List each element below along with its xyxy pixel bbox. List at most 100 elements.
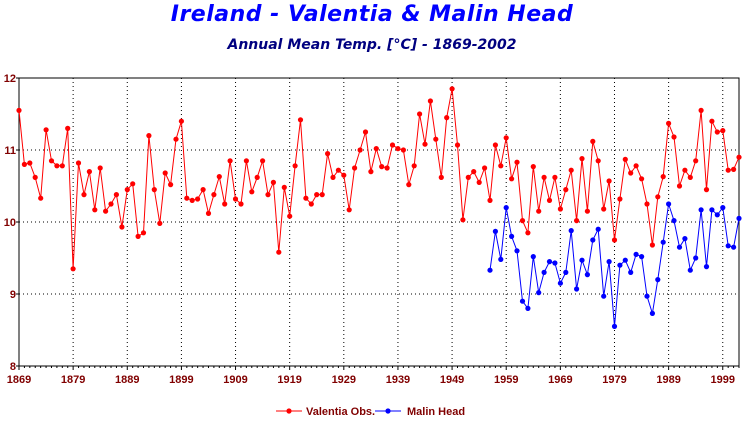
x-tick-label: 1999 bbox=[711, 374, 735, 386]
x-tick-label: 1979 bbox=[602, 374, 626, 386]
data-point-malin-head bbox=[563, 269, 569, 275]
data-point-valentia-obs bbox=[449, 86, 455, 92]
data-point-valentia-obs bbox=[422, 141, 428, 147]
data-point-valentia-obs bbox=[59, 163, 65, 169]
data-point-valentia-obs bbox=[492, 142, 498, 148]
data-point-valentia-obs bbox=[265, 192, 271, 198]
data-point-malin-head bbox=[584, 272, 591, 278]
data-point-valentia-obs bbox=[314, 192, 320, 198]
data-point-malin-head bbox=[693, 255, 699, 261]
data-point-valentia-obs bbox=[590, 138, 596, 144]
data-point-valentia-obs bbox=[130, 181, 136, 187]
data-point-malin-head bbox=[622, 257, 628, 263]
data-point-valentia-obs bbox=[216, 174, 222, 180]
data-point-valentia-obs bbox=[135, 233, 141, 239]
x-tick-label: 1989 bbox=[656, 374, 680, 386]
legend-marker-valentia-obs bbox=[286, 408, 292, 414]
data-point-valentia-obs bbox=[579, 156, 585, 162]
data-point-valentia-obs bbox=[189, 197, 195, 203]
data-point-valentia-obs bbox=[352, 165, 358, 171]
data-point-valentia-obs bbox=[81, 192, 87, 198]
data-point-valentia-obs bbox=[709, 118, 715, 124]
data-point-malin-head bbox=[514, 248, 520, 254]
data-point-valentia-obs bbox=[552, 174, 558, 180]
data-point-malin-head bbox=[611, 323, 618, 329]
data-point-valentia-obs bbox=[124, 187, 130, 193]
data-point-valentia-obs bbox=[649, 242, 656, 248]
data-point-valentia-obs bbox=[162, 170, 168, 176]
data-point-valentia-obs bbox=[514, 159, 520, 165]
data-point-valentia-obs bbox=[341, 172, 347, 178]
data-point-malin-head bbox=[519, 298, 526, 304]
data-point-valentia-obs bbox=[546, 197, 553, 203]
data-point-malin-head bbox=[568, 228, 574, 234]
data-point-malin-head bbox=[633, 251, 639, 257]
data-point-malin-head bbox=[649, 310, 656, 316]
data-point-valentia-obs bbox=[725, 167, 731, 173]
data-point-valentia-obs bbox=[671, 134, 677, 140]
data-point-valentia-obs bbox=[655, 194, 661, 200]
data-point-valentia-obs bbox=[357, 147, 363, 153]
data-point-valentia-obs bbox=[482, 165, 488, 171]
data-point-valentia-obs bbox=[287, 213, 293, 219]
y-tick-label: 12 bbox=[4, 73, 16, 85]
data-point-valentia-obs bbox=[389, 142, 396, 148]
data-point-malin-head bbox=[703, 264, 710, 270]
data-point-valentia-obs bbox=[27, 160, 33, 166]
data-point-valentia-obs bbox=[260, 158, 266, 164]
data-point-valentia-obs bbox=[601, 206, 607, 212]
data-point-valentia-obs bbox=[471, 169, 477, 175]
data-point-valentia-obs bbox=[384, 165, 390, 171]
data-point-valentia-obs bbox=[525, 230, 531, 236]
data-point-valentia-obs bbox=[595, 158, 601, 164]
data-point-valentia-obs bbox=[151, 187, 157, 193]
data-point-valentia-obs bbox=[270, 179, 276, 185]
data-point-malin-head bbox=[509, 233, 515, 239]
data-point-valentia-obs bbox=[454, 142, 461, 148]
data-point-valentia-obs bbox=[70, 266, 76, 272]
data-point-malin-head bbox=[666, 201, 672, 207]
data-point-valentia-obs bbox=[379, 164, 385, 170]
data-point-valentia-obs bbox=[487, 197, 493, 203]
data-point-malin-head bbox=[546, 259, 553, 265]
data-point-valentia-obs bbox=[75, 160, 82, 166]
data-point-valentia-obs bbox=[113, 192, 119, 198]
data-point-valentia-obs bbox=[639, 176, 645, 182]
data-point-malin-head bbox=[552, 260, 558, 266]
data-point-malin-head bbox=[660, 239, 666, 245]
data-point-valentia-obs bbox=[319, 192, 325, 198]
data-point-malin-head bbox=[687, 267, 693, 273]
data-point-valentia-obs bbox=[119, 224, 125, 230]
data-point-malin-head bbox=[714, 212, 720, 218]
data-point-valentia-obs bbox=[21, 161, 27, 167]
data-point-malin-head bbox=[492, 228, 498, 234]
x-tick-label: 1949 bbox=[440, 374, 464, 386]
data-point-valentia-obs bbox=[400, 147, 406, 153]
data-point-malin-head bbox=[530, 254, 536, 260]
data-point-valentia-obs bbox=[519, 218, 526, 224]
data-point-valentia-obs bbox=[335, 167, 341, 173]
x-tick-label: 1869 bbox=[7, 374, 31, 386]
data-point-valentia-obs bbox=[682, 167, 688, 173]
x-tick-label: 1929 bbox=[332, 374, 356, 386]
data-point-malin-head bbox=[487, 267, 493, 273]
data-point-valentia-obs bbox=[687, 174, 693, 180]
data-point-valentia-obs bbox=[606, 178, 612, 184]
data-point-valentia-obs bbox=[433, 136, 439, 142]
data-point-malin-head bbox=[590, 237, 596, 243]
data-point-valentia-obs bbox=[444, 115, 450, 121]
data-point-valentia-obs bbox=[406, 182, 412, 188]
data-point-malin-head bbox=[536, 290, 542, 296]
x-tick-label: 1899 bbox=[169, 374, 193, 386]
x-tick-label: 1889 bbox=[115, 374, 139, 386]
data-point-valentia-obs bbox=[330, 174, 336, 180]
data-point-valentia-obs bbox=[541, 174, 547, 180]
data-point-valentia-obs bbox=[103, 208, 109, 214]
data-point-malin-head bbox=[525, 305, 531, 311]
y-tick-label: 8 bbox=[10, 361, 16, 373]
data-point-valentia-obs bbox=[200, 187, 206, 193]
data-point-valentia-obs bbox=[584, 208, 591, 214]
data-point-valentia-obs bbox=[427, 98, 433, 104]
data-point-valentia-obs bbox=[276, 249, 282, 255]
